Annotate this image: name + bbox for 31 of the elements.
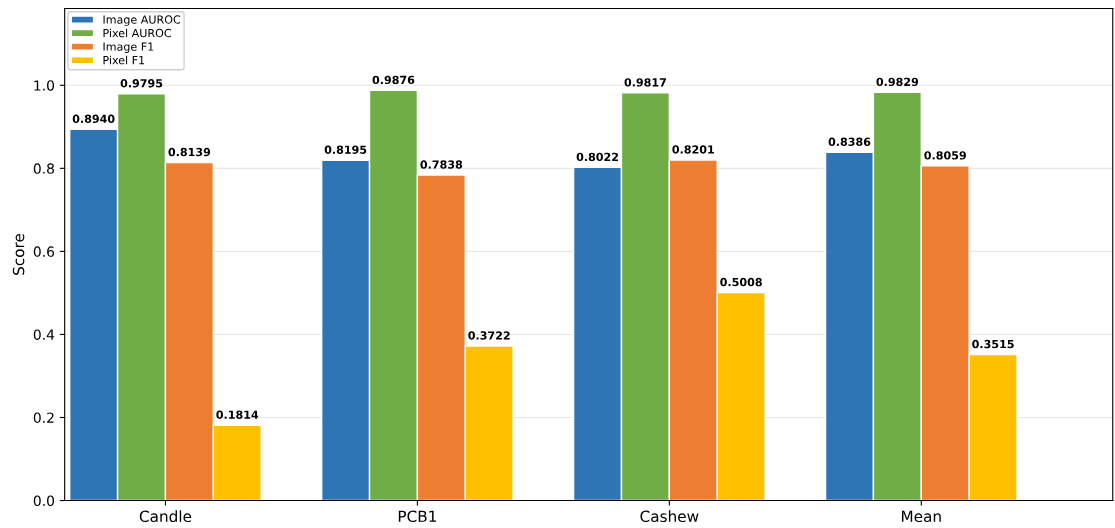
legend-label: Image F1: [103, 42, 154, 53]
y-axis-title: Score: [12, 233, 25, 275]
data-label: 0.5008: [720, 277, 762, 287]
data-label: 0.7838: [420, 160, 463, 169]
data-label: 0.8059: [924, 151, 966, 160]
x-tick-label: Candle: [139, 510, 192, 523]
text: 0.6: [33, 246, 55, 257]
text: 0.4: [33, 329, 55, 340]
data-label: 0.1814: [216, 410, 259, 419]
data-label: 0.8386: [828, 137, 871, 146]
text: 0.8: [33, 163, 54, 174]
text: 0.2: [33, 412, 54, 423]
legend-label: Pixel AUROC: [103, 28, 172, 38]
data-label: 0.8139: [168, 147, 211, 157]
data-label: 0.3515: [972, 339, 1014, 349]
x-tick-label: PCB1: [398, 510, 437, 523]
legend-label: Image AUROC: [103, 15, 181, 26]
data-label: 0.9817: [624, 78, 666, 87]
data-label: 0.8201: [672, 145, 714, 154]
x-tick-label: Mean: [901, 510, 941, 523]
data-label: 0.9876: [372, 75, 415, 85]
legend-label: Pixel F1: [103, 55, 145, 65]
data-label: 0.9829: [876, 77, 919, 87]
data-label: 0.9795: [120, 79, 163, 88]
data-label: 0.8022: [576, 152, 619, 162]
text: 0.0: [33, 495, 55, 507]
x-tick-label: Cashew: [640, 510, 699, 523]
text: 1.0: [34, 80, 55, 91]
data-label: 0.8195: [324, 145, 367, 154]
data-label: 0.8940: [72, 114, 115, 123]
data-label: 0.3722: [468, 331, 510, 340]
